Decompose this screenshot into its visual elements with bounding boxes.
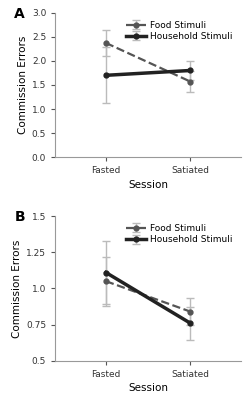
Legend: Food Stimuli, Household Stimuli: Food Stimuli, Household Stimuli	[123, 17, 237, 44]
X-axis label: Session: Session	[128, 383, 168, 393]
Text: A: A	[14, 7, 25, 21]
Y-axis label: Commission Errors: Commission Errors	[18, 36, 28, 134]
Legend: Food Stimuli, Household Stimuli: Food Stimuli, Household Stimuli	[123, 220, 237, 248]
Y-axis label: Commission Errors: Commission Errors	[12, 239, 22, 338]
X-axis label: Session: Session	[128, 180, 168, 190]
Text: B: B	[14, 210, 25, 224]
